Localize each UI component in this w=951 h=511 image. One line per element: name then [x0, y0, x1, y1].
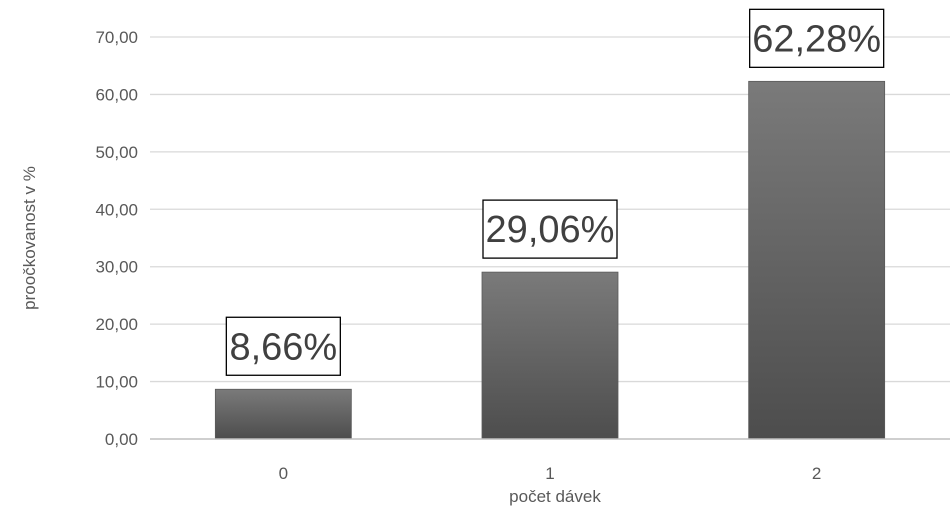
y-tick-label: 50,00	[95, 143, 138, 162]
y-tick-label: 60,00	[95, 85, 138, 104]
x-tick-label: 1	[545, 464, 554, 483]
x-tick-label: 2	[812, 464, 821, 483]
bar	[214, 388, 352, 440]
data-label: 8,66%	[225, 316, 341, 376]
data-labels: 8,66% 29,06% 62,28%	[225, 8, 885, 376]
data-label-box	[482, 199, 618, 259]
x-axis-title: počet dávek	[509, 487, 601, 506]
data-label-text: 29,06%	[486, 209, 615, 251]
bars	[214, 80, 886, 440]
data-label-text: 8,66%	[229, 326, 337, 368]
data-label: 62,28%	[749, 8, 885, 68]
data-label-box	[225, 316, 341, 376]
axes: 0,00 10,00 20,00 30,00 40,00 50,00 60,00 70,00 0…	[95, 28, 950, 483]
x-tick-label: 0	[279, 464, 288, 483]
data-label-text: 62,28%	[752, 18, 881, 60]
y-tick-label: 40,00	[95, 200, 138, 219]
y-tick-label: 10,00	[95, 373, 138, 392]
y-tick-label: 70,00	[95, 28, 138, 47]
data-label-box	[749, 8, 885, 68]
bar	[481, 271, 619, 440]
y-tick-label: 30,00	[95, 258, 138, 277]
data-label: 29,06%	[482, 199, 618, 259]
y-tick-label: 0,00	[105, 430, 138, 449]
y-axis-title: proočkovanost v %	[20, 166, 39, 310]
y-tick-label: 20,00	[95, 315, 138, 334]
bar	[748, 80, 886, 440]
